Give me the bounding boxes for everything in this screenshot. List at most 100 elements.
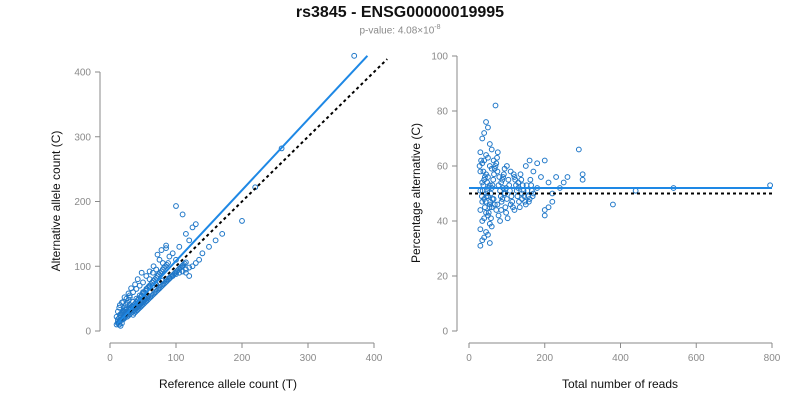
data-point bbox=[163, 245, 170, 252]
chart-panel-2: 0 200 400 600 800 0 20 40 60 80 100 Total number of… bbox=[409, 52, 781, 392]
data-point bbox=[150, 269, 156, 276]
data-point bbox=[150, 263, 157, 270]
data-point bbox=[125, 290, 132, 297]
figure-title: rs3845 - ENSG00000019995 bbox=[295, 4, 505, 21]
data-point bbox=[517, 171, 524, 178]
data-point bbox=[545, 179, 552, 186]
data-point bbox=[146, 268, 153, 275]
x-tick-label: 800 bbox=[764, 353, 781, 364]
data-point bbox=[133, 295, 140, 302]
data-point bbox=[512, 176, 519, 183]
x-tick-label: 200 bbox=[234, 353, 251, 364]
data-point bbox=[495, 212, 502, 219]
data-point bbox=[494, 201, 501, 208]
data-point bbox=[485, 124, 491, 131]
y-tick-label: 0 bbox=[85, 327, 91, 338]
data-point bbox=[134, 276, 141, 283]
data-point bbox=[479, 135, 486, 142]
data-point bbox=[504, 215, 511, 222]
data-point bbox=[183, 259, 189, 266]
data-point bbox=[500, 171, 507, 178]
data-point bbox=[526, 157, 533, 164]
data-point bbox=[481, 130, 488, 136]
data-point bbox=[476, 163, 483, 169]
data-point bbox=[477, 242, 484, 249]
data-point bbox=[176, 243, 183, 250]
data-point bbox=[158, 247, 165, 253]
data-point bbox=[140, 279, 146, 286]
data-point bbox=[538, 174, 544, 180]
y-tick-label: 200 bbox=[74, 197, 91, 208]
data-point bbox=[506, 182, 513, 189]
y-tick-label: 100 bbox=[431, 52, 448, 63]
data-point bbox=[549, 198, 556, 205]
data-point bbox=[483, 119, 489, 125]
data-point bbox=[138, 269, 145, 276]
data-point bbox=[206, 243, 212, 250]
data-point bbox=[199, 250, 206, 257]
data-point bbox=[181, 260, 188, 267]
data-point bbox=[482, 174, 488, 180]
y-tick-label: 40 bbox=[437, 217, 449, 228]
data-point bbox=[491, 201, 498, 208]
data-point bbox=[136, 292, 143, 299]
figure-subtitle: p-value: 4.08×10-8 bbox=[0, 24, 800, 36]
data-point bbox=[502, 204, 509, 211]
data-point bbox=[500, 174, 506, 180]
x-tick-label: 200 bbox=[536, 353, 553, 364]
data-point bbox=[530, 168, 537, 175]
y-axis-title: Percentage alternative (C) bbox=[409, 123, 423, 263]
data-point bbox=[486, 141, 493, 147]
data-point bbox=[485, 174, 491, 180]
x-tick-label: 300 bbox=[300, 353, 317, 364]
data-point bbox=[541, 212, 548, 219]
y-tick-label: 60 bbox=[437, 162, 449, 173]
data-point bbox=[497, 218, 503, 224]
data-point bbox=[479, 237, 486, 244]
data-point bbox=[507, 187, 513, 194]
data-point bbox=[278, 145, 285, 152]
y-tick-label: 400 bbox=[74, 68, 91, 79]
data-point bbox=[192, 260, 199, 266]
pvalue-exponent: -8 bbox=[434, 24, 441, 31]
data-point bbox=[510, 171, 517, 178]
data-point bbox=[189, 224, 196, 231]
data-point bbox=[143, 273, 150, 279]
data-point bbox=[162, 263, 169, 270]
x-tick-label: 0 bbox=[466, 353, 472, 364]
data-point bbox=[351, 52, 358, 59]
data-point bbox=[478, 157, 485, 164]
x-tick-label: 100 bbox=[168, 353, 185, 364]
data-point bbox=[522, 198, 528, 205]
data-point bbox=[505, 176, 512, 183]
data-point bbox=[510, 204, 516, 211]
chart-panel-1: 0 100 200 300 400 0 100 200 300 400 Reference alle… bbox=[49, 52, 388, 391]
data-point bbox=[767, 182, 774, 189]
data-point bbox=[509, 198, 516, 205]
data-point bbox=[186, 273, 193, 279]
data-point bbox=[534, 160, 541, 167]
data-point bbox=[490, 176, 497, 183]
data-point bbox=[128, 285, 135, 292]
data-point bbox=[494, 154, 500, 161]
data-point bbox=[527, 176, 534, 183]
data-point bbox=[511, 174, 518, 180]
data-point bbox=[196, 256, 203, 263]
data-point bbox=[484, 179, 491, 186]
data-point bbox=[477, 226, 484, 233]
data-point bbox=[154, 251, 161, 258]
data-point bbox=[493, 207, 500, 213]
x-tick-label: 400 bbox=[612, 353, 629, 364]
data-point bbox=[525, 198, 532, 205]
data-point bbox=[166, 253, 173, 260]
data-point bbox=[186, 237, 193, 244]
y-tick-label: 100 bbox=[74, 262, 91, 273]
data-point bbox=[488, 165, 495, 172]
data-point bbox=[498, 198, 505, 205]
data-point bbox=[485, 231, 491, 238]
data-point bbox=[219, 230, 226, 237]
y-tick-label: 20 bbox=[437, 272, 449, 283]
data-point bbox=[492, 163, 499, 169]
data-point bbox=[487, 198, 494, 205]
